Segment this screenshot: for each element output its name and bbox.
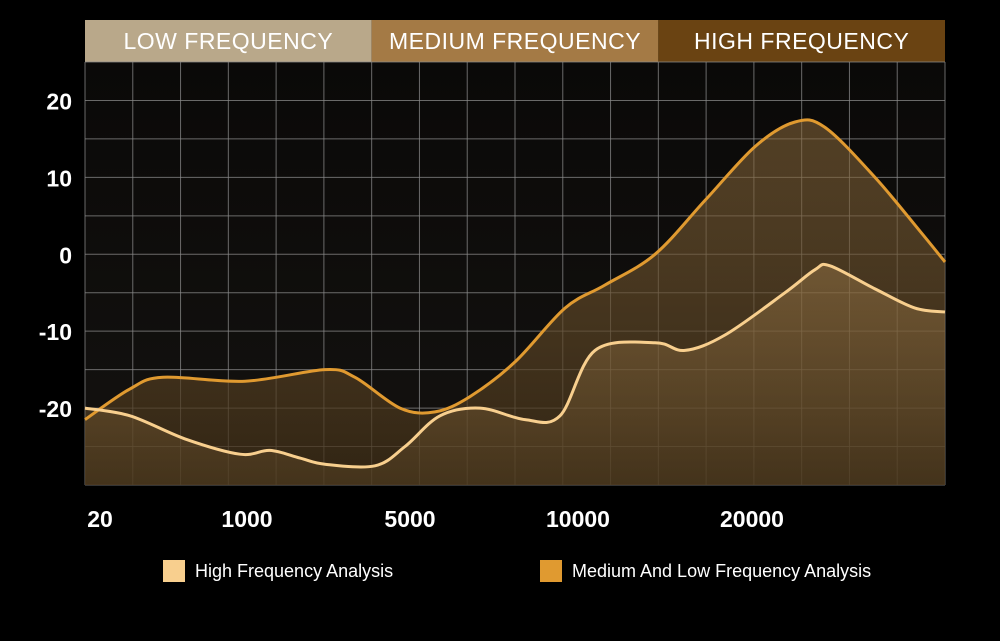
legend-item-medium-low-frequency: Medium And Low Frequency Analysis xyxy=(540,560,871,582)
legend-swatch-high-frequency xyxy=(163,560,185,582)
x-tick-label: 20000 xyxy=(720,506,784,532)
band-medium xyxy=(371,20,659,62)
legend-label-high-frequency: High Frequency Analysis xyxy=(195,560,394,581)
legend-swatch-medium-low-frequency xyxy=(540,560,562,582)
x-tick-label: 20 xyxy=(87,506,113,532)
band-label-high: HIGH FREQUENCY xyxy=(694,28,909,54)
band-high xyxy=(658,20,945,62)
legend-label-medium-low-frequency: Medium And Low Frequency Analysis xyxy=(572,560,872,581)
frequency-chart: LOW FREQUENCY MEDIUM FREQUENCY HIGH FREQUE… xyxy=(39,20,947,532)
x-tick-label: 5000 xyxy=(384,506,435,532)
x-tick-label: 1000 xyxy=(221,506,272,532)
y-tick-label: -10 xyxy=(39,319,72,345)
y-tick-label: 20 xyxy=(46,88,72,114)
legend: High Frequency Analysis Medium And Low F… xyxy=(0,560,1000,592)
band-low xyxy=(85,20,372,62)
area-high-frequency xyxy=(85,264,945,485)
x-tick-label: 10000 xyxy=(546,506,610,532)
series-line-medium-low-frequency xyxy=(84,118,947,421)
y-tick-label: -20 xyxy=(39,396,72,422)
band-label-medium: MEDIUM FREQUENCY xyxy=(389,28,641,54)
legend-item-high-frequency: High Frequency Analysis xyxy=(163,560,393,582)
y-tick-label: 10 xyxy=(46,165,72,191)
y-tick-label: 0 xyxy=(59,242,72,268)
series-line-high-frequency xyxy=(84,262,946,469)
band-label-low: LOW FREQUENCY xyxy=(123,28,333,54)
